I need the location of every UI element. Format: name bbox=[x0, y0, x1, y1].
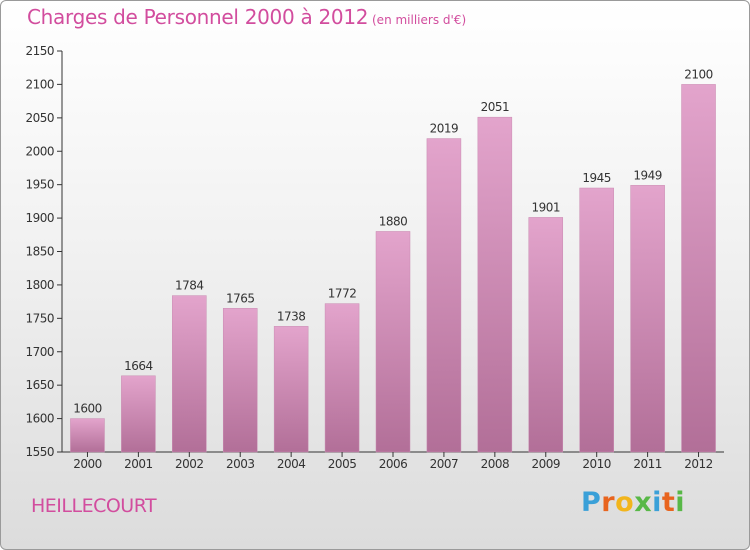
data-label: 1949 bbox=[633, 168, 662, 182]
bar bbox=[477, 116, 513, 453]
data-label: 1772 bbox=[328, 287, 357, 301]
data-label: 1765 bbox=[226, 291, 255, 305]
data-label: 2019 bbox=[430, 122, 459, 136]
x-tick-label: 2002 bbox=[175, 457, 204, 471]
x-tick-label: 2005 bbox=[328, 457, 357, 471]
x-tick-label: 2007 bbox=[430, 457, 459, 471]
logo-letter: i bbox=[652, 487, 662, 518]
bar bbox=[630, 185, 665, 453]
bar bbox=[426, 138, 462, 453]
x-tick-label: 2010 bbox=[582, 457, 611, 471]
x-tick-label: 2009 bbox=[531, 457, 560, 471]
logo-letter: r bbox=[601, 487, 616, 518]
x-tick-label: 2011 bbox=[633, 457, 662, 471]
data-label: 2051 bbox=[481, 100, 510, 114]
logo-letter: i bbox=[675, 487, 686, 518]
bar bbox=[273, 326, 309, 453]
logo-letter: t bbox=[661, 487, 676, 518]
bar bbox=[70, 418, 105, 453]
logo-letter: P bbox=[581, 487, 602, 518]
bar bbox=[324, 303, 360, 453]
bar bbox=[528, 217, 564, 453]
data-label: 1901 bbox=[531, 200, 560, 214]
y-tick-label: 2100 bbox=[25, 77, 54, 91]
bar bbox=[121, 375, 156, 453]
x-tick-label: 2001 bbox=[124, 457, 153, 471]
x-tick-label: 2008 bbox=[481, 457, 510, 471]
data-label: 1738 bbox=[277, 309, 306, 323]
data-label: 1600 bbox=[73, 402, 102, 416]
x-tick-label: 2012 bbox=[684, 457, 713, 471]
y-tick-label: 1550 bbox=[25, 445, 54, 459]
data-label: 1784 bbox=[175, 279, 204, 293]
data-label: 2100 bbox=[684, 67, 713, 81]
bar bbox=[172, 295, 207, 453]
data-label: 1664 bbox=[124, 359, 153, 373]
y-tick-label: 1950 bbox=[25, 178, 54, 192]
proxiti-logo: Proxiti bbox=[581, 487, 685, 518]
y-tick-label: 1750 bbox=[25, 311, 54, 325]
data-label: 1880 bbox=[379, 214, 408, 228]
y-tick-label: 1650 bbox=[25, 378, 54, 392]
commune-name: HEILLECOURT bbox=[31, 495, 157, 517]
y-tick-label: 2150 bbox=[25, 44, 54, 58]
y-tick-label: 2050 bbox=[25, 111, 54, 125]
chart-title: Charges de Personnel 2000 à 2012 bbox=[27, 5, 369, 29]
y-tick-label: 1700 bbox=[25, 345, 54, 359]
logo-letter: o bbox=[615, 487, 635, 518]
y-tick-label: 1600 bbox=[25, 412, 54, 426]
x-tick-label: 2006 bbox=[379, 457, 408, 471]
bar bbox=[222, 308, 258, 453]
bar bbox=[579, 187, 614, 453]
bar bbox=[681, 84, 716, 453]
data-label: 1945 bbox=[582, 171, 611, 185]
bar bbox=[375, 231, 411, 453]
logo-letter: x bbox=[634, 487, 653, 518]
y-tick-label: 2000 bbox=[25, 144, 54, 158]
chart-subtitle: (en milliers d'€) bbox=[372, 13, 467, 27]
y-tick-label: 1900 bbox=[25, 211, 54, 225]
y-tick-label: 1800 bbox=[25, 278, 54, 292]
x-tick-label: 2004 bbox=[277, 457, 306, 471]
x-tick-label: 2000 bbox=[73, 457, 102, 471]
y-tick-label: 1850 bbox=[25, 245, 54, 259]
x-tick-label: 2003 bbox=[226, 457, 255, 471]
